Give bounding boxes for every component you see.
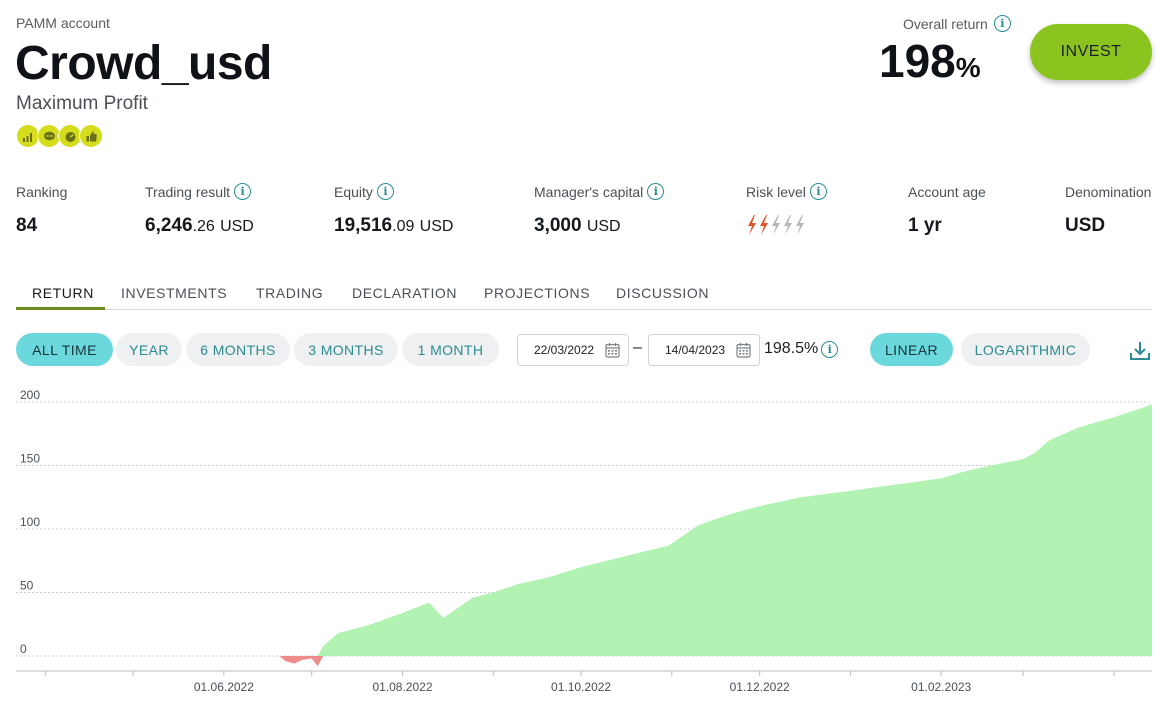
chart-icon[interactable] (16, 124, 40, 148)
managers-capital-int: 3,000 (534, 215, 582, 236)
calendar-icon[interactable] (605, 342, 620, 358)
trading-result-value: 6,246.26 USD (145, 215, 254, 237)
date-from-value: 22/03/2022 (534, 343, 595, 357)
date-from-field[interactable]: 22/03/2022 (517, 334, 629, 366)
tab-discussion[interactable]: DISCUSSION (616, 285, 710, 301)
stat-equity: Equity i 19,516.09 USD (334, 183, 453, 237)
range-return-value: 198.5% (764, 340, 819, 357)
denomination-value: USD (1065, 215, 1106, 236)
equity-frac: .09 (392, 218, 415, 235)
gauge-icon[interactable] (58, 124, 82, 148)
info-icon[interactable]: i (234, 183, 252, 200)
x-tick-label: 01.10.2022 (551, 680, 611, 694)
info-icon[interactable]: i (821, 340, 839, 358)
info-icon[interactable]: i (376, 183, 394, 200)
trading-result-label: Trading result (145, 183, 231, 200)
period-3-months[interactable]: 3 MONTHS (294, 333, 398, 366)
ranking-label: Ranking (16, 183, 68, 200)
equity-value: 19,516.09 USD (334, 215, 453, 237)
range-return: 198.5% i (764, 340, 839, 358)
chat-icon[interactable] (37, 124, 61, 148)
managers-capital-unit: USD (586, 218, 621, 235)
lightning-icon (796, 215, 804, 235)
lightning-icon (760, 215, 768, 235)
tab-bar: RETURN INVESTMENTS TRADING DECLARATION P… (16, 272, 1152, 310)
stat-trading-result: Trading result i 6,246.26 USD (145, 183, 254, 237)
period-1-month[interactable]: 1 MONTH (402, 333, 499, 366)
period-year[interactable]: YEAR (116, 333, 182, 366)
x-tick-label: 01.12.2022 (730, 680, 790, 694)
y-tick-label: 100 (20, 515, 40, 529)
tab-projections[interactable]: PROJECTIONS (484, 285, 591, 301)
period-all-time[interactable]: ALL TIME (16, 333, 113, 366)
managers-capital-value: 3,000 USD (534, 215, 664, 237)
ranking-value: 84 (16, 215, 38, 236)
trading-result-frac: .26 (192, 218, 215, 235)
download-icon[interactable] (1129, 340, 1151, 362)
account-age-label: Account age (908, 183, 986, 200)
tab-declaration[interactable]: DECLARATION (352, 285, 458, 301)
thumbs-up-icon[interactable] (79, 124, 103, 148)
x-tick-label: 01.02.2023 (911, 680, 971, 694)
date-to-field[interactable]: 14/04/2023 (648, 334, 760, 366)
managers-capital-label: Manager's capital (534, 183, 644, 200)
info-icon[interactable]: i (647, 183, 665, 200)
x-tick-label: 01.06.2022 (194, 680, 254, 694)
date-to-value: 14/04/2023 (665, 343, 726, 357)
overall-return-number: 198 (879, 35, 956, 87)
denomination-label: Denomination (1065, 183, 1152, 200)
y-tick-label: 200 (20, 388, 40, 402)
info-icon[interactable]: i (809, 183, 827, 200)
trading-result-int: 6,246 (145, 215, 193, 236)
date-range-separator: – (633, 339, 642, 356)
account-name: Crowd_usd (15, 37, 272, 90)
equity-label: Equity (334, 183, 373, 200)
y-tick-label: 0 (20, 642, 27, 656)
period-6-months[interactable]: 6 MONTHS (186, 333, 290, 366)
lightning-icon (748, 215, 756, 235)
return-chart[interactable]: 0 50 100 150 200 01.06.2022 01.08.2022 01.10.20… (0, 380, 1166, 703)
overall-return-label: Overall return (903, 15, 988, 32)
return-area-negative (16, 656, 1152, 667)
active-tab-indicator (16, 307, 105, 310)
scale-logarithmic[interactable]: LOGARITHMIC (961, 333, 1090, 366)
equity-unit: USD (419, 218, 454, 235)
info-icon[interactable]: i (993, 15, 1011, 32)
overall-return-unit: % (955, 52, 981, 83)
stat-risk-level: Risk level i (746, 183, 827, 236)
account-strategy: Maximum Profit (16, 93, 148, 114)
badge-row (16, 124, 103, 148)
account-age-value: 1 yr (908, 215, 942, 236)
stat-managers-capital: Manager's capital i 3,000 USD (534, 183, 665, 237)
y-tick-label: 150 (20, 452, 40, 466)
lightning-icon (772, 215, 780, 235)
stat-ranking: Ranking 84 (16, 183, 67, 237)
risk-level-label: Risk level (746, 183, 806, 200)
trading-result-unit: USD (220, 218, 254, 235)
stat-denomination: Denomination USD (1065, 183, 1151, 237)
account-type-label: PAMM account (16, 15, 110, 31)
overall-return-value: 198% (879, 34, 981, 88)
y-tick-label: 50 (20, 579, 34, 593)
calendar-icon[interactable] (736, 342, 751, 358)
tab-trading[interactable]: TRADING (256, 285, 324, 301)
stat-account-age: Account age 1 yr (908, 183, 986, 237)
x-tick-label: 01.08.2022 (372, 680, 432, 694)
scale-linear[interactable]: LINEAR (870, 333, 953, 366)
invest-button[interactable]: INVEST (1030, 24, 1152, 80)
tab-investments[interactable]: INVESTMENTS (121, 285, 228, 301)
tab-return[interactable]: RETURN (32, 285, 94, 301)
risk-level-indicator (746, 214, 827, 236)
lightning-icon (784, 215, 792, 235)
overall-return-label-row: Overall return i (903, 15, 1011, 32)
equity-int: 19,516 (334, 215, 393, 236)
return-area-positive (16, 404, 1152, 656)
